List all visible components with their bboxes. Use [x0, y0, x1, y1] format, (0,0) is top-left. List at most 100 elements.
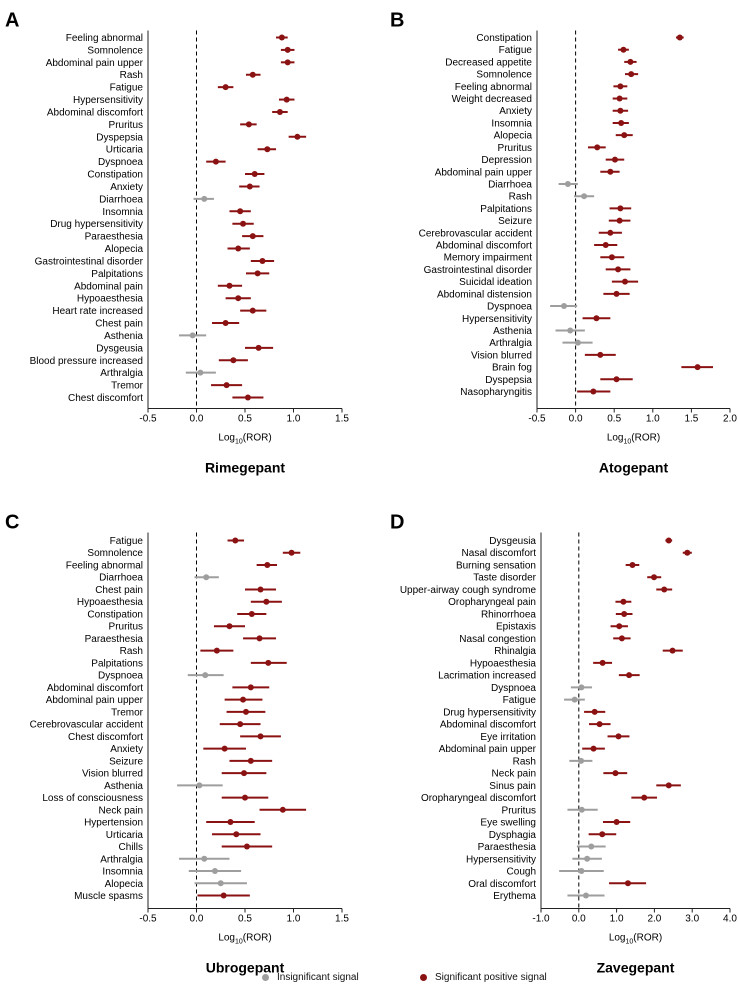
point-estimate — [264, 146, 271, 153]
panel-letter: C — [5, 512, 19, 534]
row-label: Burning sensation — [456, 560, 536, 571]
row-label: Arthralgia — [100, 368, 143, 379]
row-label: Weight decreased — [452, 94, 532, 105]
point-estimate — [611, 156, 618, 163]
row-label: Abdominal discomfort — [440, 720, 536, 731]
point-estimate — [226, 623, 233, 630]
row-label: Cerebrovascular accident — [419, 228, 533, 239]
row-label: Memory impairment — [444, 253, 533, 264]
point-estimate — [244, 394, 251, 401]
row-label: Eye irritation — [480, 732, 536, 743]
row-label: Gastrointestinal disorder — [424, 265, 533, 276]
row-label: Lacrimation increased — [438, 671, 536, 682]
row-label: Abdominal distension — [437, 289, 532, 300]
row-label: Neck pain — [99, 805, 143, 816]
row-label: Eye swelling — [480, 818, 536, 829]
legend-significant-label: Significant positive signal — [435, 972, 547, 983]
row-label: Abdominal pain upper — [439, 744, 537, 755]
row-label: Pruritus — [498, 143, 532, 154]
row-label: Abdominal discomfort — [436, 241, 532, 252]
panel-letter: B — [390, 10, 404, 32]
row-label: Dyspepsia — [485, 375, 532, 386]
point-estimate — [694, 364, 701, 371]
x-tick-label: 0.5 — [607, 414, 621, 425]
point-estimate — [211, 868, 218, 875]
row-label: Hypoaesthesia — [470, 658, 537, 669]
point-estimate — [284, 46, 291, 53]
x-axis-label: Log10(ROR) — [607, 433, 660, 446]
point-estimate — [665, 537, 672, 544]
row-label: Cough — [507, 867, 536, 878]
point-estimate — [249, 307, 256, 314]
point-estimate — [590, 745, 597, 752]
x-tick-label: 1.5 — [684, 414, 698, 425]
row-label: Nasal discomfort — [462, 548, 537, 559]
row-label: Palpitations — [480, 204, 532, 215]
row-label: Dyspnoea — [98, 157, 143, 168]
point-estimate — [212, 158, 219, 165]
point-estimate — [242, 794, 248, 801]
point-estimate — [651, 574, 658, 581]
row-label: Somnolence — [87, 45, 143, 56]
row-label: Alopecia — [105, 244, 144, 255]
row-label: Chest pain — [95, 585, 143, 596]
row-label: Asthenia — [104, 331, 143, 342]
point-estimate — [232, 537, 239, 544]
row-label: Dysgeusia — [489, 536, 536, 547]
row-label: Rash — [509, 192, 532, 203]
x-tick-label: 4.0 — [723, 914, 737, 925]
point-estimate — [245, 121, 252, 128]
point-estimate — [578, 757, 585, 764]
x-tick-label: 0.5 — [238, 914, 252, 925]
row-label: Depression — [481, 155, 532, 166]
point-estimate — [608, 254, 615, 261]
point-estimate — [217, 880, 224, 887]
point-estimate — [259, 257, 266, 264]
point-estimate — [602, 242, 609, 249]
row-label: Nasal congestion — [459, 634, 536, 645]
point-estimate — [593, 315, 600, 322]
point-estimate — [251, 171, 258, 178]
panel-d: D -1.0 0.0 1.0 2.0 3.0 4.0 Log10(ROR) Zavegepant… — [390, 512, 737, 976]
point-estimate — [240, 220, 247, 227]
row-label: Rash — [513, 756, 536, 767]
point-estimate — [247, 757, 254, 764]
point-estimate — [574, 339, 581, 346]
row-label: Anxiety — [499, 106, 532, 117]
point-estimate — [249, 233, 256, 240]
x-tick-label: -0.5 — [139, 914, 157, 925]
row-label: Insomnia — [102, 867, 143, 878]
row-label: Hypersensitivity — [466, 854, 536, 865]
row-label: Drug hypersensitivity — [50, 219, 143, 230]
legend-insignificant-label: Insignificant signal — [277, 972, 359, 983]
x-tick-label: 3.0 — [685, 914, 699, 925]
row-label: Pruritus — [109, 120, 143, 131]
x-tick-label: -0.5 — [528, 414, 546, 425]
point-estimate — [616, 95, 623, 102]
x-tick-label: 1.5 — [335, 414, 349, 425]
row-label: Asthenia — [493, 326, 532, 337]
row-label: Rhinalgia — [494, 646, 536, 657]
point-estimate — [618, 119, 625, 126]
panel-title: Zavegepant — [597, 960, 675, 976]
point-estimate — [264, 561, 271, 568]
point-estimate — [613, 290, 620, 297]
row-label: Hypertension — [84, 818, 143, 829]
row-label: Constipation — [87, 170, 143, 181]
row-label: Upper-airway cough syndrome — [400, 585, 537, 596]
row-label: Dyspnoea — [98, 671, 143, 682]
row-label: Chest discomfort — [68, 393, 143, 404]
point-estimate — [584, 855, 591, 862]
point-estimate — [578, 868, 585, 875]
row-label: Palpitations — [91, 269, 143, 280]
point-estimate — [257, 586, 264, 593]
row-label: Heart rate increased — [52, 306, 143, 317]
point-estimate — [621, 132, 628, 139]
point-estimate — [237, 208, 244, 215]
row-label: Arthralgia — [100, 854, 143, 865]
legend-insignificant: Insignificant signal — [262, 972, 359, 983]
x-axis-label: Log10(ROR) — [609, 933, 662, 946]
point-estimate — [617, 107, 624, 114]
point-estimate — [240, 696, 247, 703]
row-label: Chest discomfort — [68, 732, 143, 743]
